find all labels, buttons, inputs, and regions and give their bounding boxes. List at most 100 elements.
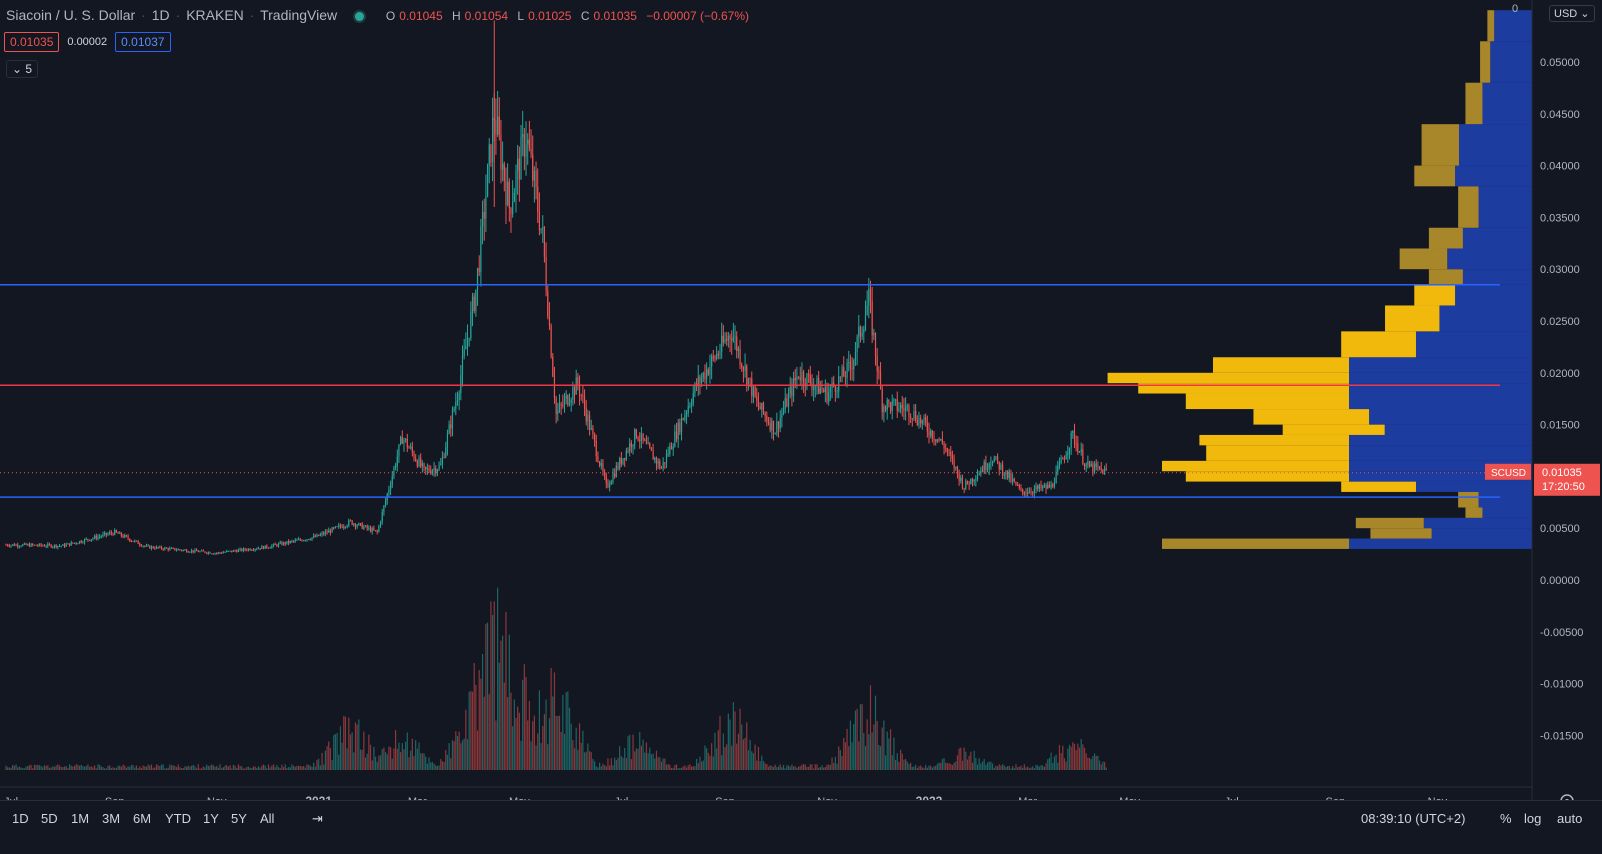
volume-bar xyxy=(368,734,370,770)
percent-toggle[interactable]: % xyxy=(1500,811,1512,826)
candle-body xyxy=(343,526,345,528)
interval-label[interactable]: 1D xyxy=(151,7,170,23)
candle-body xyxy=(371,528,373,532)
currency-label: USD xyxy=(1554,8,1578,20)
candle-body xyxy=(886,400,888,411)
range-1m[interactable]: 1M xyxy=(71,811,90,826)
range-ytd[interactable]: YTD xyxy=(165,811,191,826)
range-5y[interactable]: 5Y xyxy=(231,811,247,826)
volume-bar xyxy=(614,757,616,770)
symbol-title[interactable]: Siacoin / U. S. Dollar xyxy=(6,7,136,23)
sell-button[interactable]: 0.01035 xyxy=(4,32,60,52)
volume-bar xyxy=(583,752,586,770)
candle-body xyxy=(876,356,878,372)
range-1y[interactable]: 1Y xyxy=(203,811,219,826)
volume-bar xyxy=(465,709,467,770)
candle-body xyxy=(920,417,922,424)
range-6m[interactable]: 6M xyxy=(133,811,152,826)
currency-select[interactable]: USD ⌄ xyxy=(1549,5,1595,22)
candle-body xyxy=(884,406,887,411)
volume-bar xyxy=(389,747,392,770)
volume-bar xyxy=(231,768,233,770)
candle-body xyxy=(124,535,126,538)
vp-value-bar xyxy=(1349,445,1532,461)
auto-toggle[interactable]: auto xyxy=(1557,811,1583,826)
candle-body xyxy=(615,465,617,477)
candle-body xyxy=(32,543,34,545)
candle-body xyxy=(249,548,251,551)
volume-bar xyxy=(32,768,34,770)
candle-body xyxy=(993,458,995,463)
indicators-toggle[interactable]: ⌄ 5 xyxy=(6,60,39,78)
horizontal-levels[interactable] xyxy=(0,283,1500,498)
volume-bar xyxy=(95,768,97,770)
volume-bar xyxy=(239,765,241,770)
volume-bar xyxy=(398,742,400,770)
volume-bar xyxy=(751,751,753,770)
candle-body xyxy=(767,421,770,424)
volume-bar xyxy=(677,768,679,770)
volume-bar xyxy=(97,764,99,770)
candle-body xyxy=(1030,491,1032,493)
volume-bar xyxy=(948,762,950,770)
candle-body xyxy=(289,541,291,544)
volume-bar xyxy=(493,601,495,770)
range-all[interactable]: All xyxy=(260,811,275,826)
candle-body xyxy=(1073,430,1076,444)
volume-bar xyxy=(754,744,756,770)
volume-bar xyxy=(532,721,534,770)
volume-bar xyxy=(448,743,450,770)
volume-bar xyxy=(63,766,66,770)
volume-bar xyxy=(550,667,552,770)
candle-body xyxy=(338,525,340,527)
volume-bar xyxy=(694,766,696,770)
volume-bar xyxy=(903,759,905,770)
volume-bar xyxy=(269,767,271,770)
volume-bar xyxy=(261,765,263,770)
market-status-icon[interactable] xyxy=(355,11,365,21)
volume-bar xyxy=(18,766,20,770)
date-range-icon[interactable]: ⇥ xyxy=(312,811,323,826)
candle-body xyxy=(1080,449,1082,452)
candle-body xyxy=(1103,468,1106,475)
candle-body xyxy=(77,543,79,545)
candle-body xyxy=(236,550,238,552)
candle-body xyxy=(135,540,138,542)
volume-bar xyxy=(154,767,156,770)
candle-body xyxy=(1097,466,1099,468)
volume-bar xyxy=(304,767,306,770)
volume-bar xyxy=(716,748,718,770)
range-3m[interactable]: 3M xyxy=(102,811,121,826)
candle-body xyxy=(811,383,813,390)
candle-body xyxy=(63,544,66,547)
candle-body xyxy=(609,484,611,487)
volume-bar xyxy=(848,746,850,770)
log-toggle[interactable]: log xyxy=(1524,811,1542,826)
range-1d[interactable]: 1D xyxy=(12,811,29,826)
candle-body xyxy=(471,296,474,312)
volume-bar xyxy=(155,764,158,770)
volume-bar xyxy=(405,741,407,770)
volume-bar xyxy=(42,767,44,770)
volume-bar xyxy=(986,762,989,770)
symbol-legend: Siacoin / U. S. Dollar · 1D · KRAKEN · Trad… xyxy=(6,7,759,23)
volume-bar xyxy=(331,760,333,770)
candle-body xyxy=(762,402,765,413)
volume-bar xyxy=(356,724,358,770)
candle-body xyxy=(304,540,306,542)
candle-body xyxy=(400,437,402,445)
candle-body xyxy=(602,463,604,473)
clock[interactable]: 08:39:10 (UTC+2) xyxy=(1361,811,1466,826)
range-5d[interactable]: 5D xyxy=(41,811,58,826)
volume-bar xyxy=(192,764,194,770)
volume-bar xyxy=(1038,766,1040,770)
volume-bar xyxy=(831,757,833,770)
buy-button[interactable]: 0.01037 xyxy=(115,32,171,52)
candle-body xyxy=(7,544,9,546)
volume-bar xyxy=(547,744,549,770)
volume-bar xyxy=(711,743,713,770)
candle-body xyxy=(466,337,469,347)
volume-bar xyxy=(491,615,494,770)
candle-body xyxy=(766,415,768,422)
